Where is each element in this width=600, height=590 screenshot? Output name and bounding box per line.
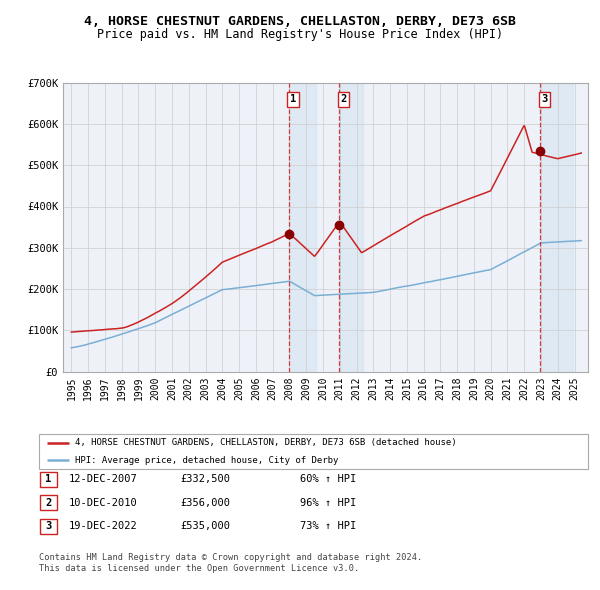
Text: 73% ↑ HPI: 73% ↑ HPI: [300, 522, 356, 531]
Bar: [339, 83, 363, 372]
Text: Contains HM Land Registry data © Crown copyright and database right 2024.
This d: Contains HM Land Registry data © Crown c…: [39, 553, 422, 573]
Text: 4, HORSE CHESTNUT GARDENS, CHELLASTON, DERBY, DE73 6SB (detached house): 4, HORSE CHESTNUT GARDENS, CHELLASTON, D…: [74, 438, 457, 447]
Text: 19-DEC-2022: 19-DEC-2022: [69, 522, 138, 531]
Text: 4, HORSE CHESTNUT GARDENS, CHELLASTON, DERBY, DE73 6SB: 4, HORSE CHESTNUT GARDENS, CHELLASTON, D…: [84, 15, 516, 28]
Text: 12-DEC-2007: 12-DEC-2007: [69, 474, 138, 484]
Text: 60% ↑ HPI: 60% ↑ HPI: [300, 474, 356, 484]
Text: 1: 1: [290, 94, 296, 104]
Text: 2: 2: [340, 94, 346, 104]
Text: HPI: Average price, detached house, City of Derby: HPI: Average price, detached house, City…: [74, 455, 338, 465]
Text: 10-DEC-2010: 10-DEC-2010: [69, 498, 138, 507]
Text: 3: 3: [46, 522, 52, 531]
Text: £535,000: £535,000: [180, 522, 230, 531]
Text: 2: 2: [46, 498, 52, 507]
Text: Price paid vs. HM Land Registry's House Price Index (HPI): Price paid vs. HM Land Registry's House …: [97, 28, 503, 41]
Bar: [541, 83, 573, 372]
Text: 96% ↑ HPI: 96% ↑ HPI: [300, 498, 356, 507]
Bar: [289, 83, 316, 372]
Text: 1: 1: [46, 474, 52, 484]
Text: £332,500: £332,500: [180, 474, 230, 484]
Text: 3: 3: [541, 94, 548, 104]
Text: £356,000: £356,000: [180, 498, 230, 507]
